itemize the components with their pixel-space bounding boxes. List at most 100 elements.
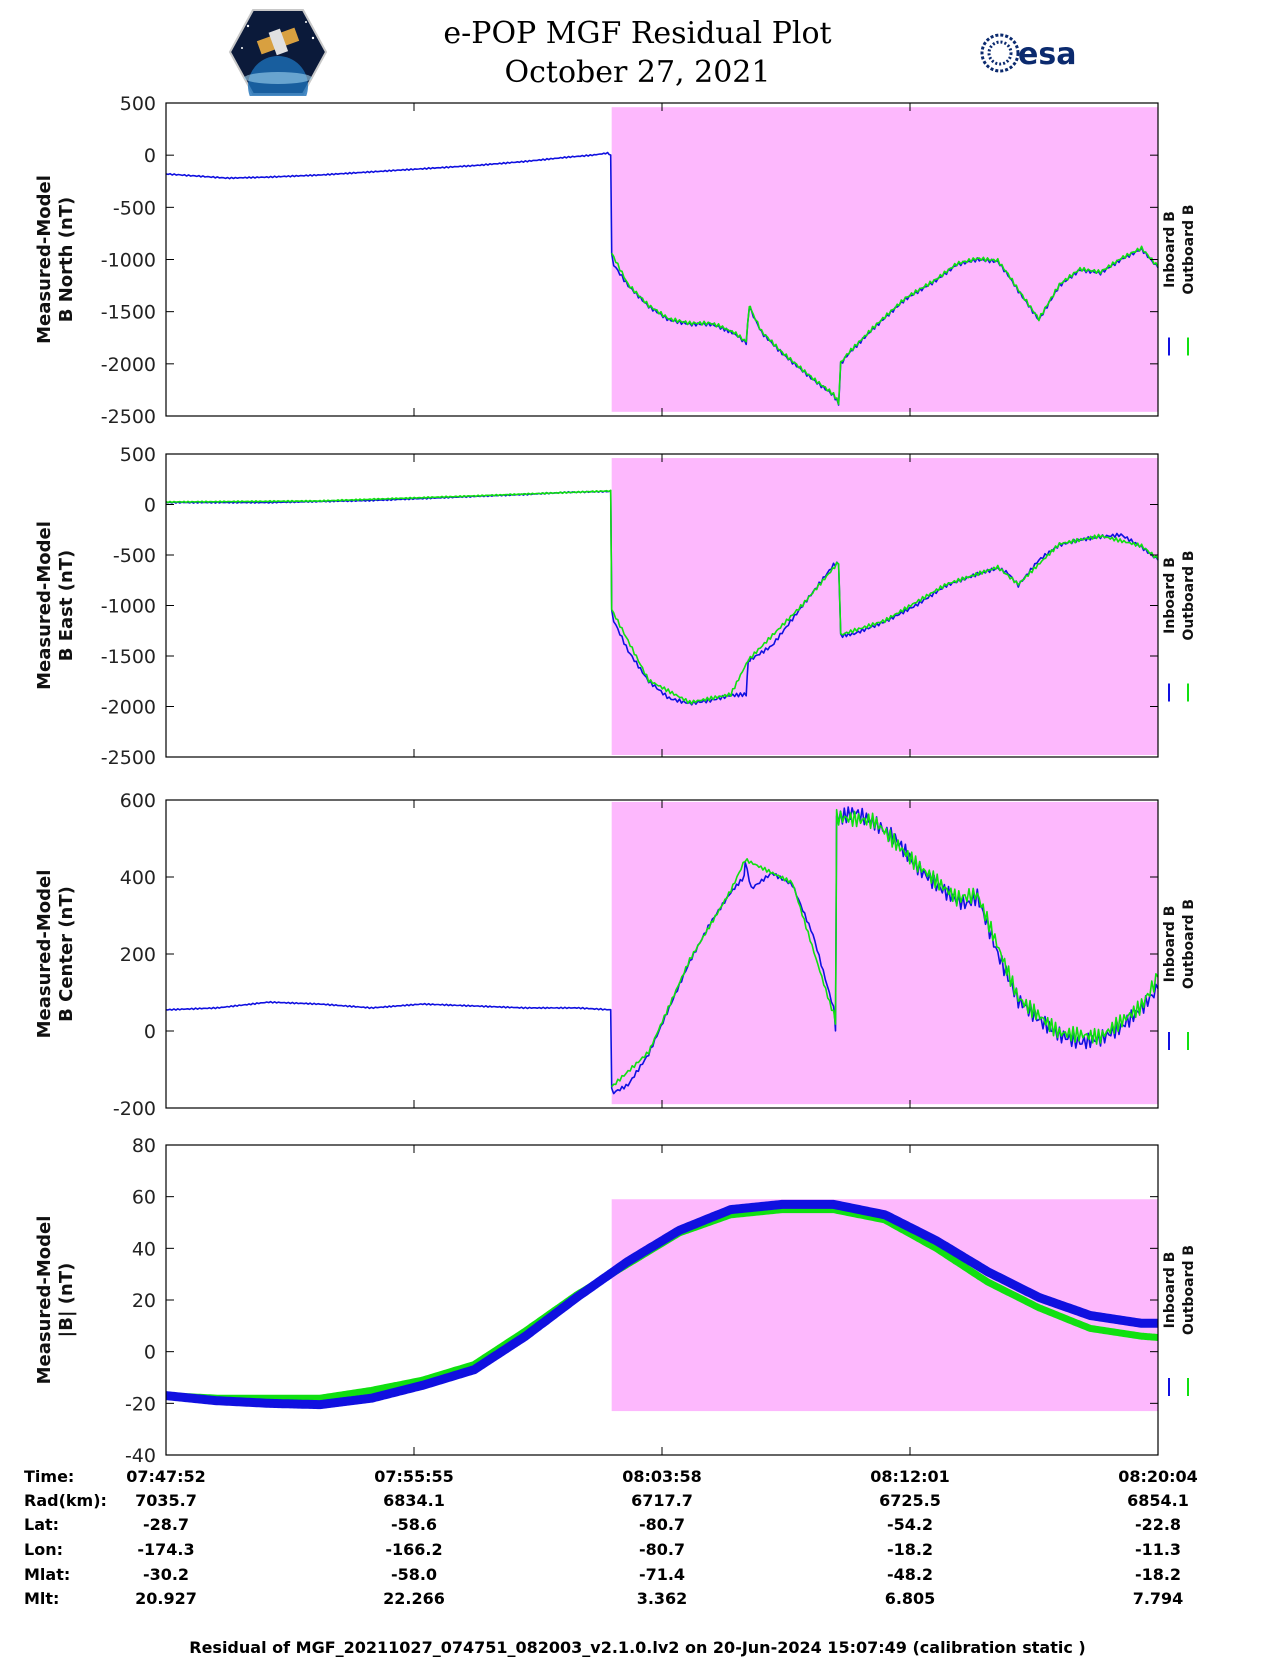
y-axis-label-line-1: Measured-Model: [34, 1216, 55, 1385]
y-tick-label: -1000: [101, 596, 156, 618]
orbit-cell: -18.2: [887, 1540, 933, 1559]
y-tick-label: 40: [132, 1238, 156, 1260]
legend-label: Outboard B: [1181, 550, 1197, 640]
y-tick-label: -2500: [101, 747, 156, 769]
legend-label: Inboard B: [1162, 1252, 1178, 1329]
legend: Inboard B Outboard B: [1162, 899, 1197, 1050]
y-tick-label: -2000: [101, 697, 156, 719]
chart-panel-2: -2500 -2000 -1500 -1000 -500 0 500 Measured-Mod…: [34, 444, 1197, 769]
y-tick-label: -500: [113, 197, 156, 219]
x-tick-label: 08:12:01: [870, 1467, 950, 1486]
y-tick-label: 80: [132, 1135, 156, 1157]
y-tick-label: -2000: [101, 354, 156, 376]
y-tick-label: -1500: [101, 646, 156, 668]
y-tick-label: -500: [113, 545, 156, 567]
orbit-cell: 6725.5: [879, 1491, 941, 1510]
orbit-row-label: Mlat:: [24, 1565, 70, 1584]
x-tick-label: 07:47:52: [126, 1467, 206, 1486]
y-axis-label-line-2: |B| (nT): [56, 1263, 77, 1338]
legend-label: Outboard B: [1181, 1245, 1197, 1335]
legend-label: Outboard B: [1181, 899, 1197, 989]
orbit-cell: 6854.1: [1127, 1491, 1189, 1510]
x-tick-label: 08:03:58: [622, 1467, 702, 1486]
highlight-region: [611, 458, 1158, 755]
chart-panel-1: -2500 -2000 -1500 -1000 -500 0 500 Measured-Mod…: [34, 93, 1197, 428]
chart-panel-4: -40 -20 0 20 40 60 80 Measured-Model|B| (nT) Inb…: [34, 1135, 1197, 1467]
title-line-1: e-POP MGF Residual Plot: [443, 16, 832, 51]
orbit-cell: -174.3: [137, 1540, 194, 1559]
y-axis-label-line-2: B Center (nT): [56, 886, 77, 1022]
orbit-row-label: Rad(km):: [24, 1491, 107, 1510]
orbit-cell: 7035.7: [135, 1491, 197, 1510]
orbit-cell: -54.2: [887, 1515, 933, 1534]
orbit-cell: 22.266: [383, 1589, 445, 1608]
orbit-cell: 7.794: [1133, 1589, 1184, 1608]
y-tick-label: 60: [132, 1187, 156, 1209]
y-tick-label: 600: [120, 790, 156, 812]
orbit-cell: 6717.7: [631, 1491, 693, 1510]
orbit-cell: -71.4: [639, 1565, 685, 1584]
orbit-row-label: Time:: [24, 1467, 74, 1486]
y-axis-label-line-1: Measured-Model: [34, 521, 55, 690]
series-line-outboard: [611, 245, 1159, 406]
orbit-row-label: Lat:: [24, 1515, 59, 1534]
y-tick-label: 500: [120, 444, 156, 466]
orbit-row-label: Mlt:: [24, 1589, 59, 1608]
y-axis-label-line-1: Measured-Model: [34, 870, 55, 1039]
orbit-cell: -58.6: [391, 1515, 437, 1534]
svg-text:esa: esa: [1018, 37, 1076, 72]
y-tick-label: -20: [125, 1393, 156, 1415]
chart-title: e-POP MGF Residual Plot October 27, 2021: [0, 14, 1275, 92]
legend: Inboard B Outboard B: [1162, 550, 1197, 702]
orbit-cell: -22.8: [1135, 1515, 1181, 1534]
y-tick-label: -1500: [101, 302, 156, 324]
y-tick-label: 0: [144, 495, 156, 517]
y-tick-label: 500: [120, 93, 156, 115]
legend-label: Inboard B: [1162, 906, 1178, 983]
orbit-cell: -166.2: [385, 1540, 442, 1559]
orbit-cell: -11.3: [1135, 1540, 1181, 1559]
y-axis-label: Measured-ModelB Center (nT): [34, 870, 77, 1039]
orbit-cell: -18.2: [1135, 1565, 1181, 1584]
orbit-row-label: Lon:: [24, 1540, 63, 1559]
footer-caption: Residual of MGF_20211027_074751_082003_v…: [189, 1638, 1086, 1657]
y-axis-label-line-2: B East (nT): [56, 550, 77, 662]
esa-logo-icon: esa: [980, 33, 1076, 73]
y-axis-label-line-1: Measured-Model: [34, 175, 55, 344]
orbit-cell: -28.7: [143, 1515, 189, 1534]
orbit-table: Time: Rad(km): Lat: Lon: Mlat: Mlt: 07:47:52 70…: [24, 1467, 1198, 1608]
orbit-cell: 6.805: [885, 1589, 936, 1608]
orbit-cell: -80.7: [639, 1540, 685, 1559]
y-tick-label: 0: [144, 145, 156, 167]
orbit-cell: -80.7: [639, 1515, 685, 1534]
y-tick-label: -1000: [101, 250, 156, 272]
y-tick-label: 0: [144, 1021, 156, 1043]
legend-label: Inboard B: [1162, 557, 1178, 634]
legend-label: Inboard B: [1162, 211, 1178, 288]
legend-label: Outboard B: [1181, 204, 1197, 294]
title-line-2: October 27, 2021: [504, 55, 771, 90]
y-tick-label: 200: [120, 944, 156, 966]
y-axis-label: Measured-ModelB North (nT): [34, 175, 77, 344]
orbit-cell: 20.927: [135, 1589, 197, 1608]
y-tick-label: 20: [132, 1290, 156, 1312]
orbit-cell: -58.0: [391, 1565, 437, 1584]
cassiope-logo-icon: [228, 9, 328, 96]
series-line-outboard: [165, 489, 1159, 705]
orbit-cell: 3.362: [637, 1589, 688, 1608]
y-axis-label: Measured-Model|B| (nT): [34, 1216, 77, 1385]
chart-panel-3: -200 0 200 400 600 Measured-ModelB Center (nT…: [34, 790, 1197, 1120]
orbit-cell: 6834.1: [383, 1491, 445, 1510]
legend: Inboard B Outboard B: [1162, 204, 1197, 356]
highlight-region: [611, 801, 1158, 1105]
legend: Inboard B Outboard B: [1162, 1245, 1197, 1396]
y-axis-label: Measured-ModelB East (nT): [34, 521, 77, 690]
series-line-inboard: [163, 1199, 1161, 1410]
x-tick-label: 07:55:55: [374, 1467, 454, 1486]
y-tick-label: -40: [125, 1445, 156, 1467]
y-axis-label-line-2: B North (nT): [56, 197, 77, 323]
x-tick-label: 08:20:04: [1118, 1467, 1198, 1486]
orbit-cell: -48.2: [887, 1565, 933, 1584]
orbit-cell: -30.2: [143, 1565, 189, 1584]
